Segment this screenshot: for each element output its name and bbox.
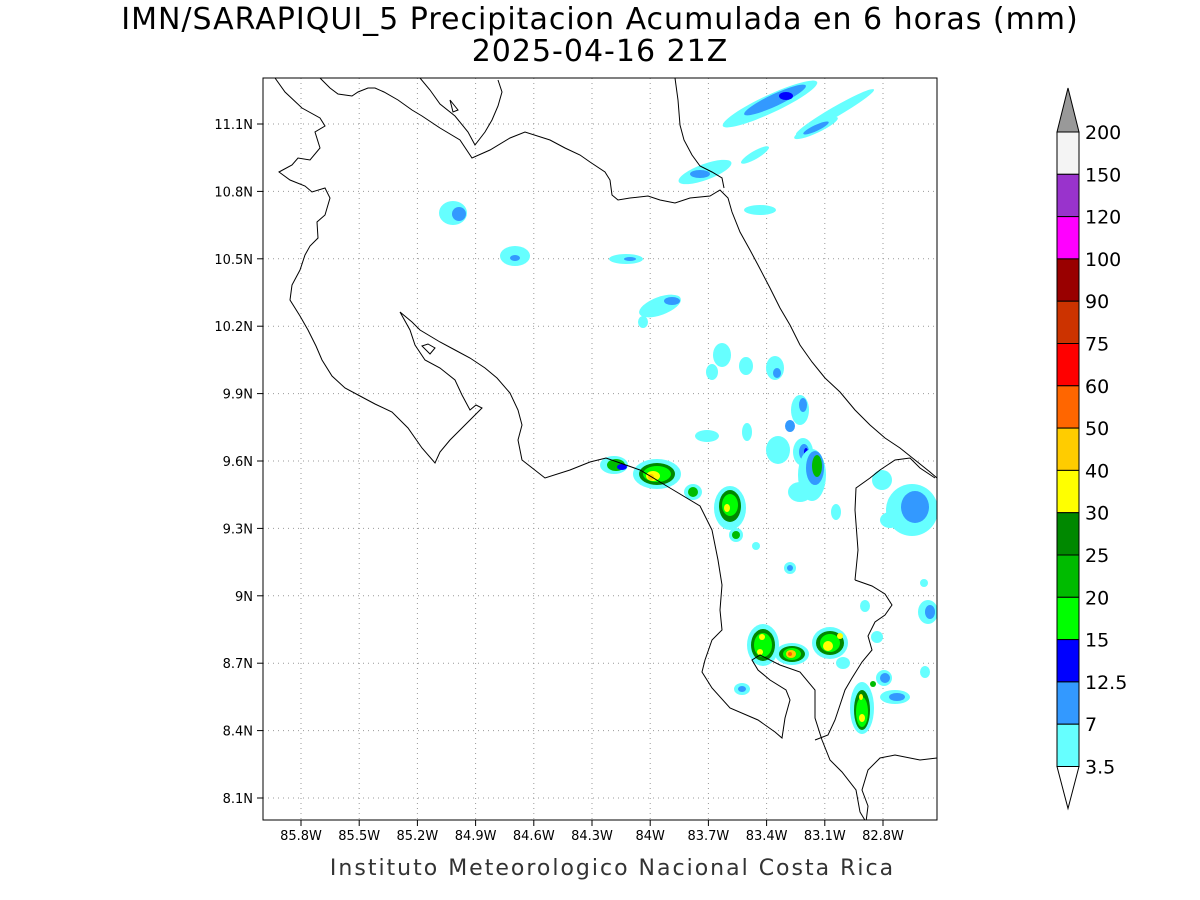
- colorbar-label: 25: [1085, 545, 1109, 567]
- colorbar-segment: [1056, 427, 1080, 471]
- colorbar-label: 60: [1085, 376, 1109, 398]
- lon-tick-label: 83.4W: [746, 829, 788, 844]
- colorbar-segment: [1056, 723, 1080, 768]
- lon-tick-label: 84.6W: [513, 829, 555, 844]
- lon-tick-label: 83.7W: [687, 829, 729, 844]
- colorbar-label: 12.5: [1085, 672, 1127, 694]
- colorbar-segment: [1056, 385, 1080, 429]
- colorbar-label: 40: [1085, 460, 1109, 482]
- map-subtitle: 2025-04-16 21Z: [471, 34, 729, 69]
- colorbar-segment: [1056, 131, 1080, 175]
- lon-tick-label: 85.2W: [396, 829, 438, 844]
- lon-tick-label: 84.9W: [455, 829, 497, 844]
- map-frame: [262, 77, 938, 821]
- colorbar-segment: [1056, 469, 1080, 514]
- lat-tick-label: 9.6N: [223, 455, 253, 470]
- precipitation-field: [439, 80, 937, 734]
- colorbar-segment: [1056, 216, 1080, 260]
- lat-tick-label: 9.9N: [223, 388, 253, 403]
- lon-tick-label: 83.1W: [804, 829, 846, 844]
- colorbar-label: 75: [1085, 334, 1109, 356]
- lat-tick-label: 10.8N: [214, 185, 253, 200]
- colorbar-segment: [1056, 343, 1080, 387]
- axis-ticks: 85.8W 85.5W 85.2W 84.9W 84.6W 84.3W 84W 83.7W 83…: [214, 118, 904, 844]
- colorbar-segment: [1056, 639, 1080, 683]
- lat-tick-label: 11.1N: [214, 118, 253, 133]
- lon-tick-label: 84W: [635, 829, 665, 844]
- map-title: IMN/SARAPIQUI_5 Precipitacion Acumulada …: [121, 2, 1079, 37]
- colorbar-segment: [1056, 258, 1080, 302]
- lat-tick-label: 10.2N: [214, 320, 253, 335]
- footer-credit: Instituto Meteorologico Nacional Costa R…: [329, 856, 896, 881]
- lat-tick-label: 8.7N: [223, 657, 253, 672]
- colorbar-segment: [1056, 173, 1080, 218]
- colorbar-label: 150: [1085, 164, 1121, 186]
- lat-tick-label: 10.5N: [214, 253, 253, 268]
- map-grid: [263, 78, 937, 820]
- colorbar-segment: [1056, 596, 1080, 641]
- lat-tick-label: 9.3N: [223, 522, 253, 537]
- lon-tick-label: 85.5W: [338, 829, 380, 844]
- coastline: [274, 78, 937, 820]
- colorbar-label: 200: [1085, 122, 1121, 144]
- colorbar-label: 100: [1085, 249, 1121, 271]
- colorbar-segment: [1056, 681, 1080, 725]
- colorbar-label: 120: [1085, 207, 1121, 229]
- lon-tick-label: 84.3W: [571, 829, 613, 844]
- colorbar-label: 3.5: [1085, 757, 1115, 779]
- colorbar-label: 15: [1085, 630, 1109, 652]
- colorbar-segment: [1056, 300, 1080, 345]
- colorbar-label: 50: [1085, 418, 1109, 440]
- colorbar-label: 90: [1085, 291, 1109, 313]
- lon-tick-label: 85.8W: [280, 829, 322, 844]
- colorbar-label: 20: [1085, 587, 1109, 609]
- colorbar-label: 30: [1085, 503, 1109, 525]
- colorbar-under-arrow: [1056, 766, 1080, 811]
- lat-tick-label: 8.1N: [223, 792, 253, 807]
- colorbar: 200 150 120 100 90 75 60 50 40 30 25 20 15 12.5 7 3.5: [1056, 87, 1127, 811]
- lat-tick-label: 8.4N: [223, 725, 253, 740]
- lat-tick-label: 9N: [235, 590, 253, 605]
- colorbar-over-arrow: [1056, 87, 1080, 133]
- colorbar-label: 7: [1085, 714, 1097, 736]
- colorbar-segment: [1056, 554, 1080, 598]
- colorbar-segment: [1056, 512, 1080, 556]
- lon-tick-label: 82.8W: [862, 829, 904, 844]
